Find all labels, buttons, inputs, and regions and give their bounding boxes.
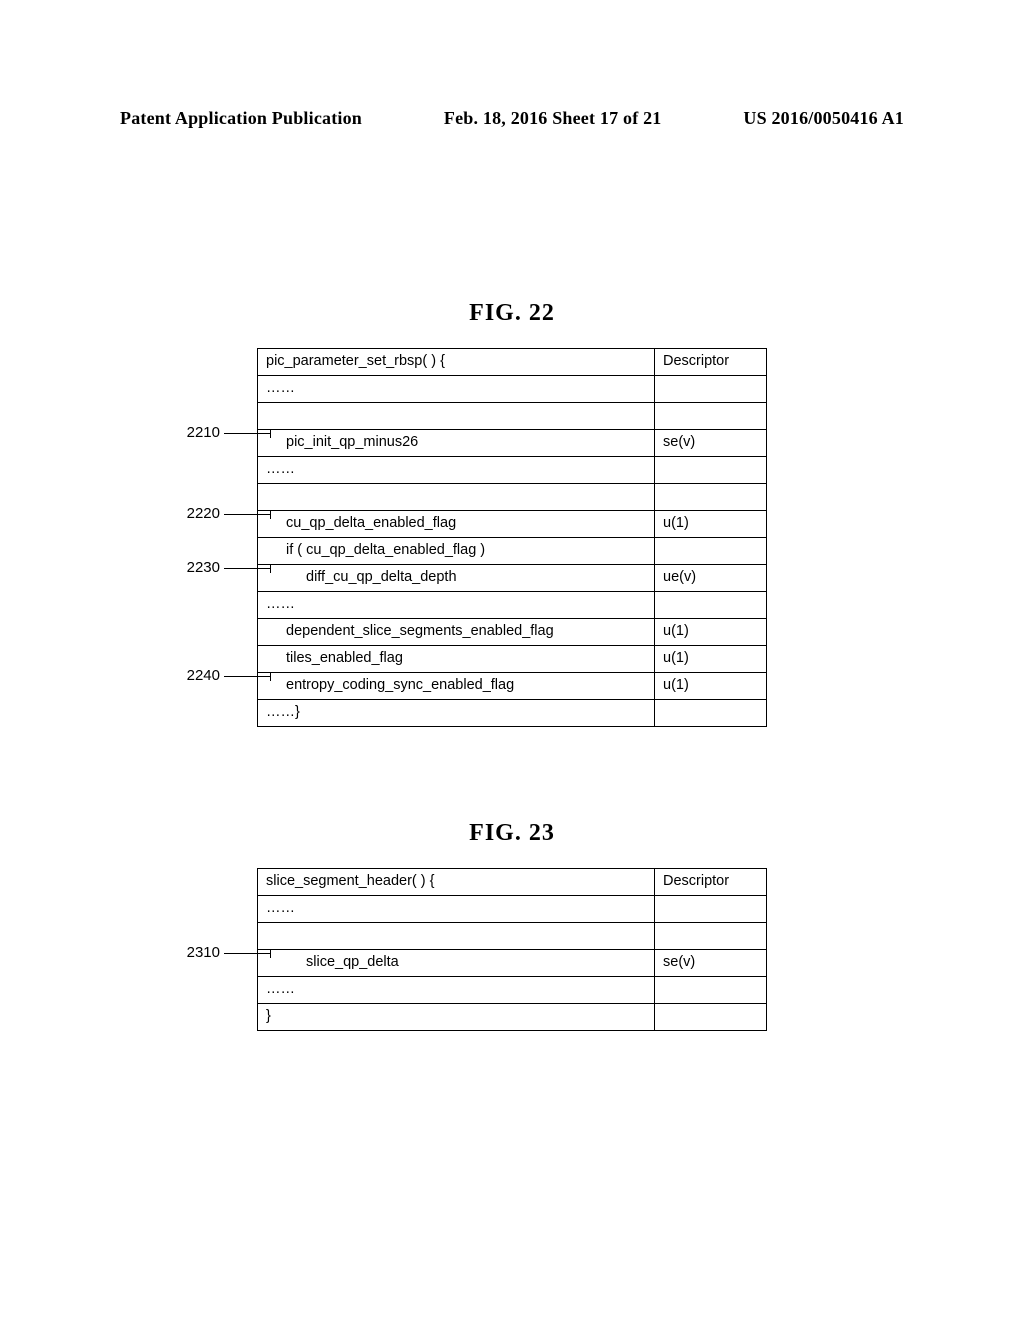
- table-cell: se(v): [655, 950, 767, 977]
- table-row: ……: [258, 592, 767, 619]
- table-cell: [655, 700, 767, 727]
- leader-line: [224, 676, 270, 677]
- syntax-text: ……: [266, 380, 295, 396]
- table-row: diff_cu_qp_delta_depth ue(v): [258, 565, 767, 592]
- table-row: ……: [258, 977, 767, 1004]
- table-cell: u(1): [655, 646, 767, 673]
- table-row: [258, 403, 767, 430]
- table-cell: cu_qp_delta_enabled_flag: [258, 511, 655, 538]
- table-cell: Descriptor: [655, 349, 767, 376]
- syntax-text: ……: [266, 981, 295, 997]
- page: Patent Application Publication Feb. 18, …: [0, 0, 1024, 1320]
- reference-label: 2230: [170, 559, 220, 576]
- syntax-text: ……: [266, 461, 295, 477]
- leader-line: [224, 568, 270, 569]
- table-cell: u(1): [655, 511, 767, 538]
- table-cell: [258, 923, 655, 950]
- table-cell: [655, 977, 767, 1004]
- syntax-text: slice_qp_delta: [266, 954, 399, 971]
- table-row: ……: [258, 457, 767, 484]
- table-cell: [655, 538, 767, 565]
- reference-label: 2210: [170, 424, 220, 441]
- table-cell: pic_init_qp_minus26: [258, 430, 655, 457]
- table-cell: [655, 896, 767, 923]
- header-center: Feb. 18, 2016 Sheet 17 of 21: [444, 108, 662, 129]
- page-header: Patent Application Publication Feb. 18, …: [120, 108, 904, 129]
- table-cell: dependent_slice_segments_enabled_flag: [258, 619, 655, 646]
- reference-label: 2240: [170, 667, 220, 684]
- syntax-text: ……}: [266, 704, 300, 720]
- table-cell: se(v): [655, 430, 767, 457]
- table-row: [258, 484, 767, 511]
- table-cell: tiles_enabled_flag: [258, 646, 655, 673]
- syntax-text: ……: [266, 900, 295, 916]
- leader-line: [224, 433, 270, 434]
- syntax-text: tiles_enabled_flag: [266, 650, 403, 667]
- leader-line: [224, 953, 270, 954]
- fig22-table: pic_parameter_set_rbsp( ) { Descriptor ……: [257, 348, 767, 727]
- fig22-table-wrap: pic_parameter_set_rbsp( ) { Descriptor ……: [257, 348, 767, 727]
- table-cell: ……}: [258, 700, 655, 727]
- table-cell: [655, 592, 767, 619]
- table-cell: ……: [258, 977, 655, 1004]
- table-row: if ( cu_qp_delta_enabled_flag ): [258, 538, 767, 565]
- table-row: [258, 923, 767, 950]
- table-cell: [655, 484, 767, 511]
- table-cell: slice_qp_delta: [258, 950, 655, 977]
- table-cell: u(1): [655, 619, 767, 646]
- table-cell: ue(v): [655, 565, 767, 592]
- table-row: ……: [258, 376, 767, 403]
- table-cell: ……: [258, 896, 655, 923]
- table-cell: pic_parameter_set_rbsp( ) {: [258, 349, 655, 376]
- table-row: tiles_enabled_flag u(1): [258, 646, 767, 673]
- table-cell: [655, 376, 767, 403]
- reference-label: 2310: [170, 944, 220, 961]
- syntax-text: cu_qp_delta_enabled_flag: [266, 515, 456, 532]
- table-cell: [655, 403, 767, 430]
- table-row: entropy_coding_sync_enabled_flag u(1): [258, 673, 767, 700]
- table-cell: ……: [258, 457, 655, 484]
- table-cell: [655, 457, 767, 484]
- syntax-text: if ( cu_qp_delta_enabled_flag ): [266, 542, 485, 559]
- table-cell: [655, 923, 767, 950]
- syntax-text: }: [266, 1008, 271, 1024]
- table-cell: u(1): [655, 673, 767, 700]
- fig22-caption: FIG. 22: [0, 300, 1024, 327]
- leader-line: [224, 514, 270, 515]
- fig23-table-wrap: slice_segment_header( ) { Descriptor …… s…: [257, 868, 767, 1031]
- table-cell: diff_cu_qp_delta_depth: [258, 565, 655, 592]
- table-row: slice_segment_header( ) { Descriptor: [258, 869, 767, 896]
- table-row: cu_qp_delta_enabled_flag u(1): [258, 511, 767, 538]
- syntax-text: diff_cu_qp_delta_depth: [266, 569, 457, 586]
- header-right: US 2016/0050416 A1: [743, 108, 904, 129]
- table-cell: ……: [258, 376, 655, 403]
- table-cell: [258, 484, 655, 511]
- table-row: pic_parameter_set_rbsp( ) { Descriptor: [258, 349, 767, 376]
- syntax-text: ……: [266, 596, 295, 612]
- table-row: ……}: [258, 700, 767, 727]
- table-cell: [258, 403, 655, 430]
- table-cell: ……: [258, 592, 655, 619]
- table-cell: entropy_coding_sync_enabled_flag: [258, 673, 655, 700]
- table-row: ……: [258, 896, 767, 923]
- table-cell: if ( cu_qp_delta_enabled_flag ): [258, 538, 655, 565]
- table-row: slice_qp_delta se(v): [258, 950, 767, 977]
- table-cell: }: [258, 1004, 655, 1031]
- syntax-text: pic_init_qp_minus26: [266, 434, 418, 451]
- syntax-text: dependent_slice_segments_enabled_flag: [266, 623, 554, 640]
- table-cell: slice_segment_header( ) {: [258, 869, 655, 896]
- header-left: Patent Application Publication: [120, 108, 362, 129]
- fig23-table: slice_segment_header( ) { Descriptor …… s…: [257, 868, 767, 1031]
- table-row: dependent_slice_segments_enabled_flag u(1…: [258, 619, 767, 646]
- syntax-text: entropy_coding_sync_enabled_flag: [266, 677, 514, 694]
- reference-label: 2220: [170, 505, 220, 522]
- table-cell: Descriptor: [655, 869, 767, 896]
- table-row: }: [258, 1004, 767, 1031]
- table-row: pic_init_qp_minus26 se(v): [258, 430, 767, 457]
- fig23-caption: FIG. 23: [0, 820, 1024, 847]
- table-cell: [655, 1004, 767, 1031]
